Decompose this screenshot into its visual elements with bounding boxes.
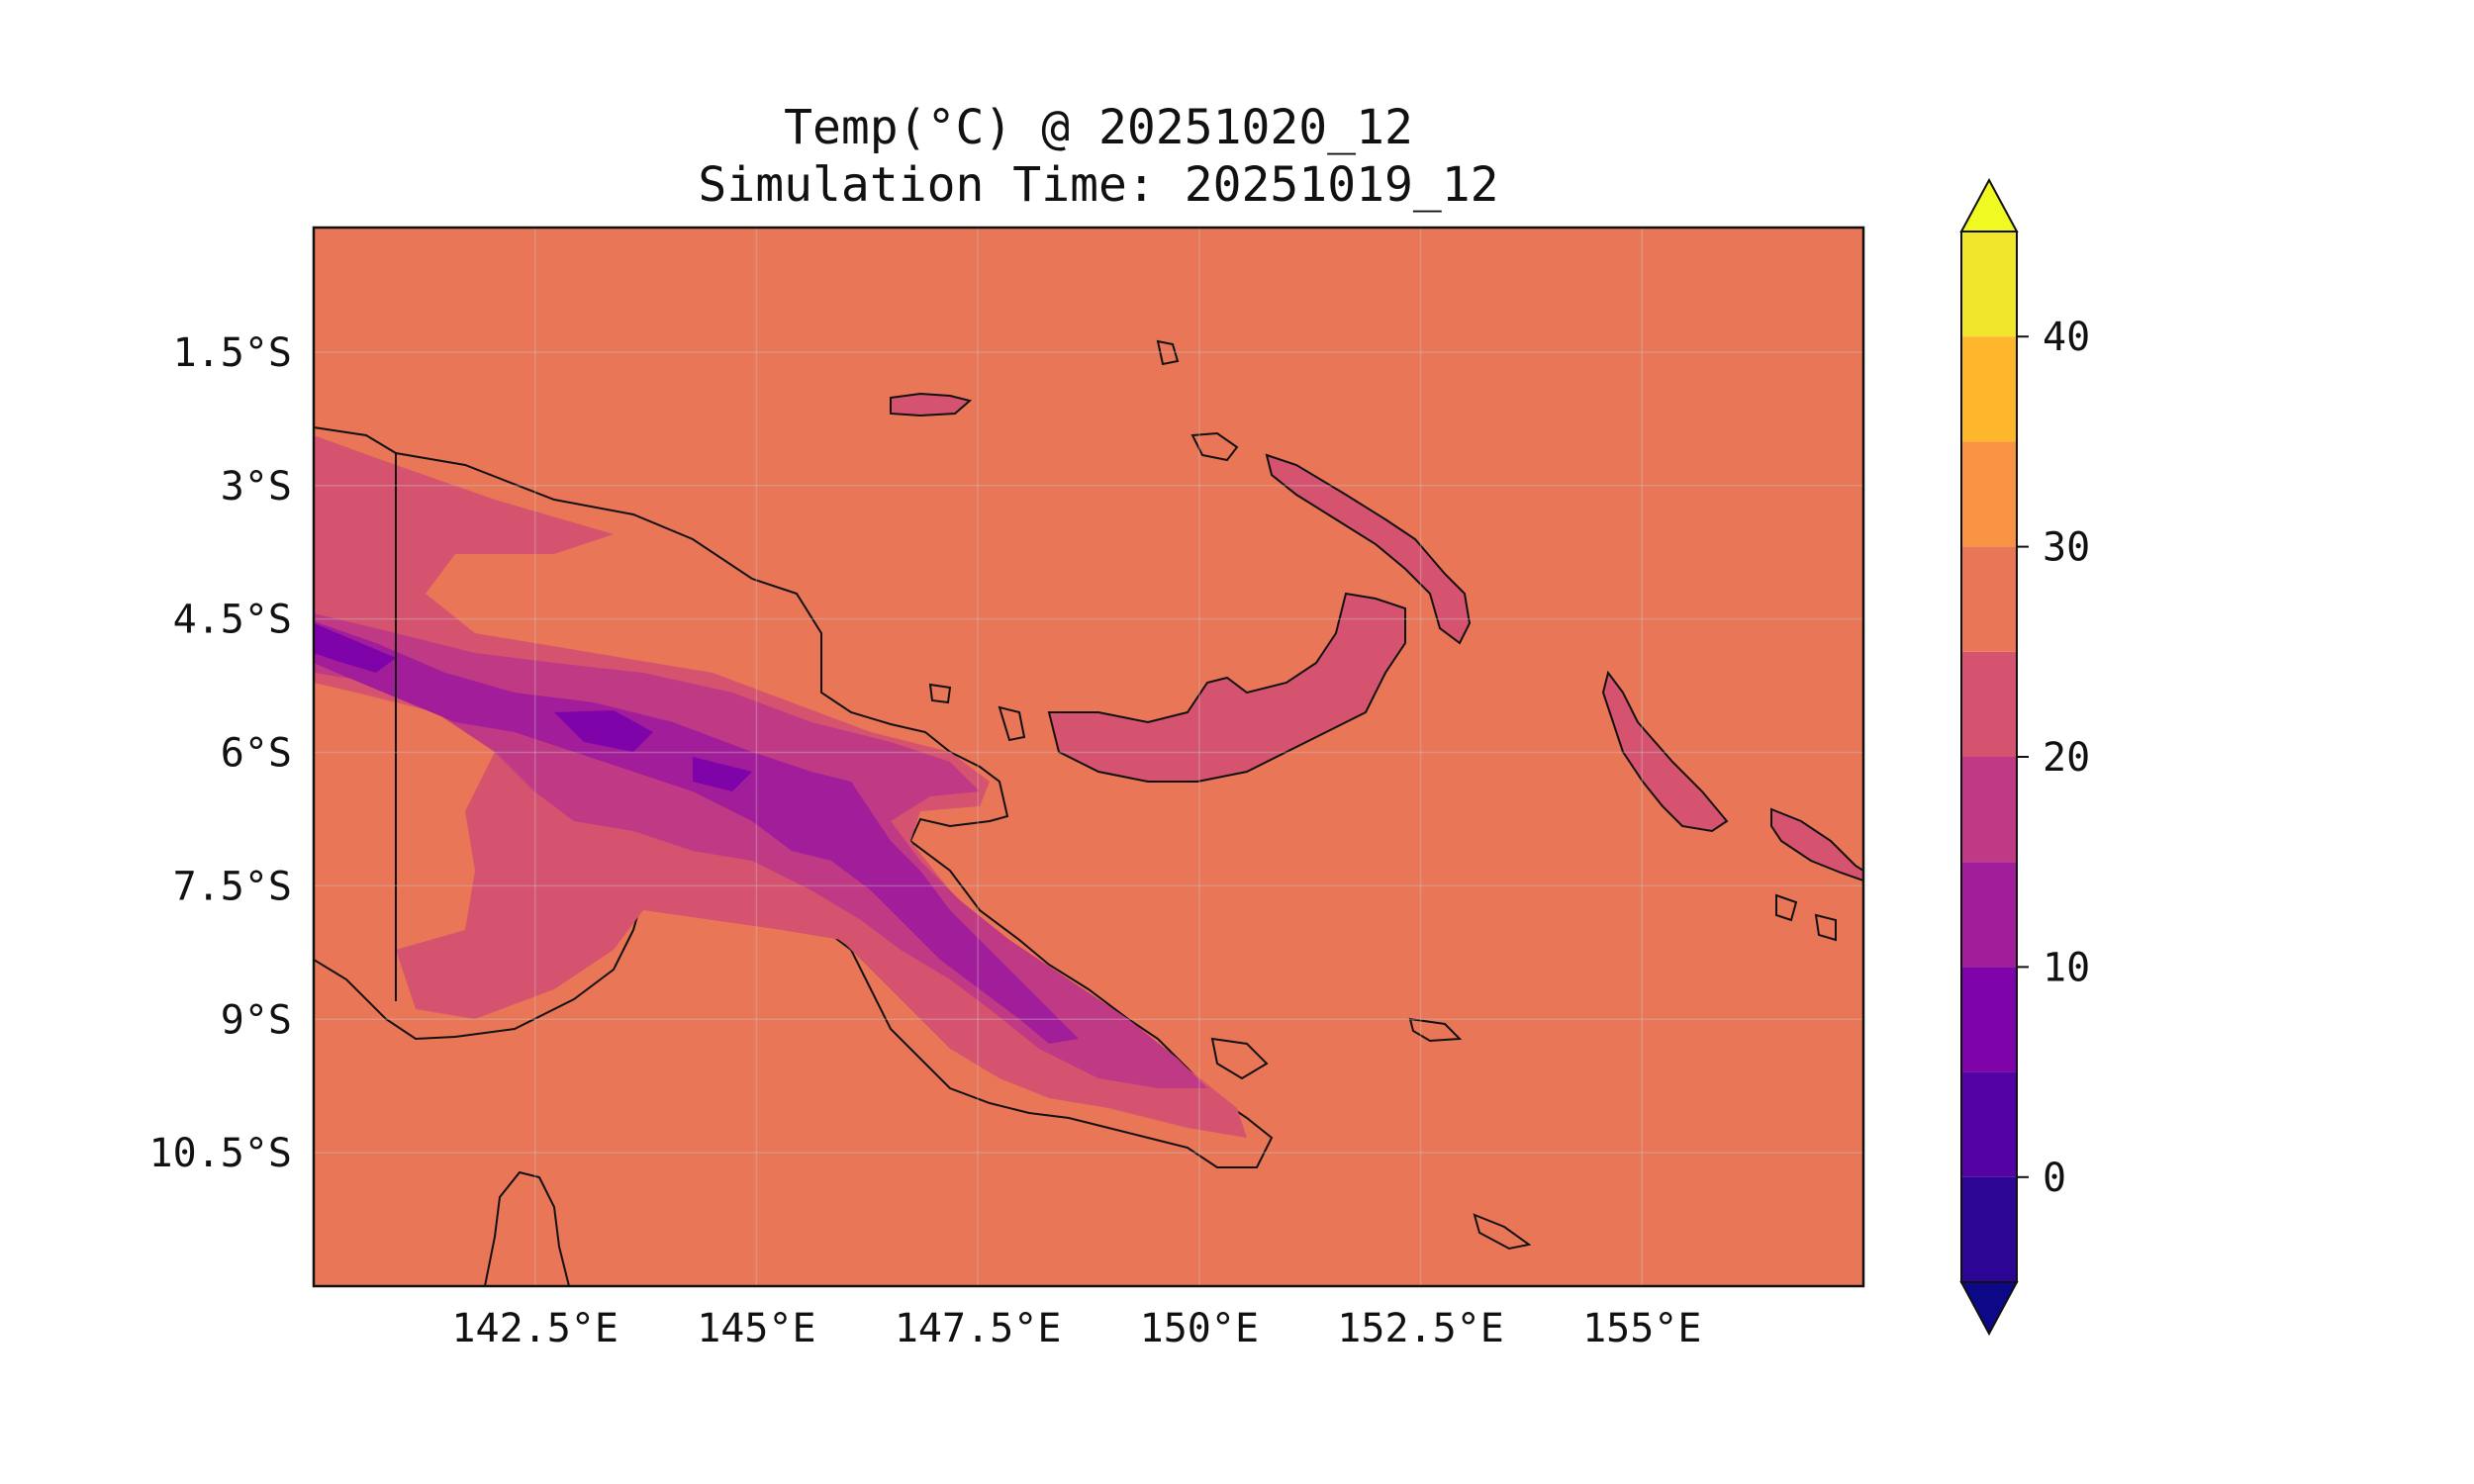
colorbar-segment xyxy=(1961,232,2017,337)
colorbar-tick-label: 40 xyxy=(2043,315,2090,360)
contour-10-15-mainland xyxy=(314,621,1079,1044)
colorbar-segment xyxy=(1961,862,2017,968)
y-tick-label: 3°S xyxy=(221,464,292,510)
contour-5-10-mainland xyxy=(314,623,752,791)
colorbar-tick-label: 0 xyxy=(2043,1156,2066,1201)
x-tick-label: 145°E xyxy=(697,1306,815,1351)
small-island xyxy=(928,683,952,704)
colorbar-tick-label: 10 xyxy=(2043,945,2090,990)
colorbar-segment xyxy=(1961,651,2017,757)
small-island xyxy=(1408,1017,1463,1043)
colorbar-under-triangle xyxy=(1959,1281,2019,1337)
small-island xyxy=(1156,339,1180,366)
colorbar-segment xyxy=(1961,967,2017,1072)
map-title: Temp(°C) @ 20251020_12 xyxy=(784,100,1413,155)
bougainville-island xyxy=(1601,670,1729,833)
x-tick-label: 150°E xyxy=(1140,1306,1259,1351)
new-ireland-island xyxy=(1265,453,1472,645)
small-island xyxy=(1775,893,1837,942)
colorbar-segment xyxy=(1961,441,2017,547)
colorbar-over-triangle xyxy=(1959,177,2019,232)
map-subtitle: Simulation Time: 20251019_12 xyxy=(698,157,1499,213)
small-island xyxy=(1473,1213,1532,1251)
small-island xyxy=(1210,1037,1269,1080)
x-tick-label: 155°E xyxy=(1582,1306,1701,1351)
colorbar-segment xyxy=(1961,1176,2017,1282)
x-tick-label: 147.5°E xyxy=(895,1306,1062,1351)
colorbar-tick-label: 20 xyxy=(2043,735,2090,781)
small-island xyxy=(998,705,1026,742)
x-axis: 142.5°E 145°E 147.5°E 150°E 152.5°E 155°E xyxy=(451,1306,1701,1351)
x-tick-label: 152.5°E xyxy=(1337,1306,1504,1351)
colorbar-segment xyxy=(1961,757,2017,863)
y-tick-label: 9°S xyxy=(221,997,292,1043)
colorbar-segment xyxy=(1961,546,2017,652)
contour-layers xyxy=(314,228,1863,1286)
colorbar-tick-label: 30 xyxy=(2043,525,2090,571)
y-axis: 1.5°S 3°S 4.5°S 6°S 7.5°S 9°S 10.5°S xyxy=(149,330,293,1176)
x-tick-label: 142.5°E xyxy=(451,1306,618,1351)
colorbar: 0 10 20 30 40 xyxy=(1959,177,2090,1337)
cape-york-peninsula xyxy=(483,1170,571,1286)
colorbar-segment xyxy=(1961,1071,2017,1177)
small-island xyxy=(1190,431,1239,462)
map-frame xyxy=(312,226,1865,1288)
y-tick-label: 10.5°S xyxy=(149,1131,293,1176)
colorbar-segment xyxy=(1961,336,2017,442)
solomon-islands xyxy=(1770,807,1863,882)
y-tick-label: 7.5°S xyxy=(173,864,292,909)
y-tick-label: 1.5°S xyxy=(173,330,292,376)
gridlines xyxy=(314,228,1863,1286)
y-tick-label: 4.5°S xyxy=(173,598,292,643)
new-britain-island xyxy=(1047,592,1406,783)
manus-island xyxy=(890,392,973,417)
y-tick-label: 6°S xyxy=(221,731,292,777)
